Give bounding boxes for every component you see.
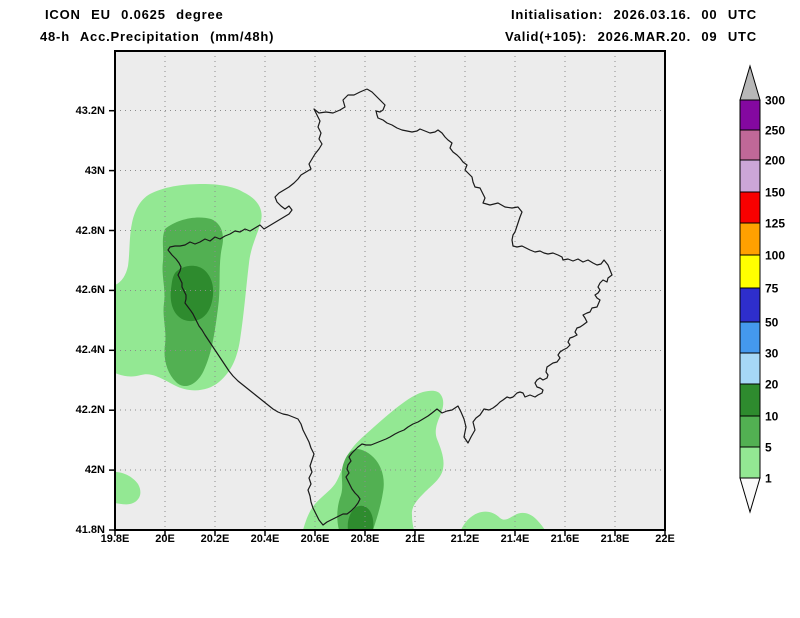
precip-south-medium [337, 449, 384, 530]
x-axis-label: 20.6E [300, 533, 330, 545]
colorbar-level-label: 150 [765, 186, 785, 200]
y-axis-label: 42.8N [75, 224, 105, 237]
colorbar-segment [739, 159, 761, 193]
colorbar-canvas: 300 250 200 150 125 100 75 50 30 20 10 5 1 [739, 64, 785, 514]
colorbar-over-triangle [739, 64, 761, 101]
colorbar-level-label: 250 [765, 124, 785, 138]
colorbar-level-label: 300 [765, 94, 785, 108]
precip-left-edge-light [115, 472, 141, 505]
precip-south-dark [347, 505, 374, 530]
y-axis-label: 41.8N [75, 524, 105, 536]
axis-ticks [109, 109, 666, 536]
colorbar-level-label: 50 [765, 316, 779, 330]
map-canvas [109, 50, 666, 536]
colorbar-segment [739, 99, 761, 131]
colorbar-segment [739, 446, 761, 479]
y-axis-label: 42.2N [75, 404, 105, 417]
colorbar-segment [739, 321, 761, 354]
colorbar-segment [739, 222, 761, 256]
colorbar-level-label: 5 [765, 441, 772, 455]
x-axis-label: 20.2E [200, 533, 230, 545]
colorbar-level-label: 10 [765, 410, 779, 424]
kosovo-border [167, 88, 613, 526]
x-axis-label: 20.4E [250, 533, 280, 545]
y-axis-label: 43.2N [75, 104, 105, 117]
valid-time-label: Valid(+105): 2026.MAR.20. 09 UTC [504, 29, 757, 44]
colorbar-level-label: 100 [765, 249, 785, 263]
colorbar-segment [739, 287, 761, 323]
colorbar-level-label: 30 [765, 347, 779, 361]
x-axis-label: 19.8E [100, 533, 130, 545]
map-area [109, 50, 666, 536]
y-axis-label: 43N [84, 164, 105, 177]
colorbar-level-label: 1 [765, 472, 772, 486]
precip-regions [115, 184, 545, 530]
x-axis-label: 22E [655, 533, 675, 545]
x-axis-label: 21.4E [500, 533, 530, 545]
x-axis-label: 21.6E [550, 533, 580, 545]
colorbar-segment [739, 352, 761, 385]
x-axis-label: 21.8E [600, 533, 630, 545]
colorbar-legend: 300 250 200 150 125 100 75 50 30 20 10 5 1 [739, 60, 800, 520]
graticule-grid [115, 51, 665, 530]
precip-west-dark [170, 265, 214, 322]
colorbar-segment [739, 383, 761, 417]
colorbar-segment [739, 254, 761, 289]
y-axis-label: 42.4N [75, 344, 105, 357]
colorbar-level-label: 20 [765, 378, 779, 392]
x-axis-label: 21.2E [450, 533, 480, 545]
x-axis-label: 20E [155, 533, 175, 545]
x-axis-label: 21E [405, 533, 425, 545]
colorbar-level-label: 75 [765, 282, 779, 296]
colorbar-under-triangle [739, 477, 761, 514]
init-time-label: Initialisation: 2026.03.16. 00 UTC [510, 7, 757, 22]
colorbar-level-label: 200 [765, 154, 785, 168]
x-axis-label: 20.8E [350, 533, 380, 545]
colorbar-segment [739, 129, 761, 161]
colorbar-segment [739, 191, 761, 224]
y-axis-label: 42N [84, 464, 105, 477]
y-axis-label: 42.6N [75, 284, 105, 297]
precip-southeast-light [461, 511, 545, 530]
colorbar-level-label: 125 [765, 217, 785, 231]
model-title: ICON EU 0.0625 degree [45, 7, 224, 22]
colorbar-segment [739, 415, 761, 448]
product-title: 48-h Acc.Precipitation (mm/48h) [40, 29, 275, 44]
